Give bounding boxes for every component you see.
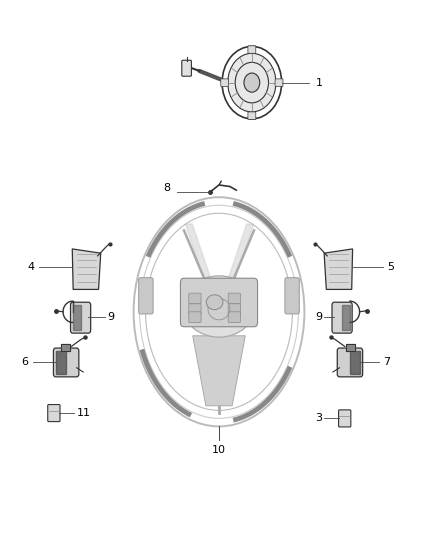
FancyBboxPatch shape bbox=[228, 304, 240, 314]
FancyBboxPatch shape bbox=[189, 312, 201, 322]
Circle shape bbox=[228, 53, 276, 112]
Text: 1: 1 bbox=[315, 78, 322, 87]
Polygon shape bbox=[342, 305, 350, 330]
FancyBboxPatch shape bbox=[48, 405, 60, 422]
FancyBboxPatch shape bbox=[248, 112, 256, 119]
FancyBboxPatch shape bbox=[339, 410, 351, 427]
Circle shape bbox=[244, 73, 260, 92]
FancyBboxPatch shape bbox=[275, 79, 283, 86]
FancyBboxPatch shape bbox=[189, 293, 201, 304]
FancyBboxPatch shape bbox=[53, 348, 79, 377]
FancyBboxPatch shape bbox=[180, 278, 258, 327]
FancyBboxPatch shape bbox=[228, 312, 240, 322]
FancyBboxPatch shape bbox=[228, 293, 240, 304]
Text: 10: 10 bbox=[212, 445, 226, 455]
Polygon shape bbox=[61, 344, 70, 351]
Text: 4: 4 bbox=[28, 262, 35, 271]
Ellipse shape bbox=[206, 295, 223, 310]
Text: 9: 9 bbox=[315, 312, 322, 322]
Polygon shape bbox=[346, 344, 355, 351]
FancyBboxPatch shape bbox=[332, 302, 352, 333]
Polygon shape bbox=[324, 249, 353, 289]
Ellipse shape bbox=[183, 276, 255, 337]
FancyBboxPatch shape bbox=[285, 278, 299, 314]
Text: 9: 9 bbox=[107, 312, 114, 322]
Polygon shape bbox=[56, 351, 66, 374]
FancyBboxPatch shape bbox=[189, 304, 201, 314]
FancyBboxPatch shape bbox=[337, 348, 363, 377]
FancyBboxPatch shape bbox=[182, 60, 191, 76]
FancyBboxPatch shape bbox=[221, 79, 229, 86]
Text: 8: 8 bbox=[164, 183, 171, 192]
Text: 7: 7 bbox=[383, 358, 390, 367]
Text: 11: 11 bbox=[77, 408, 91, 418]
Polygon shape bbox=[73, 305, 81, 330]
FancyBboxPatch shape bbox=[139, 278, 153, 314]
Text: 6: 6 bbox=[21, 358, 28, 367]
Polygon shape bbox=[193, 336, 245, 406]
FancyBboxPatch shape bbox=[71, 302, 91, 333]
FancyBboxPatch shape bbox=[248, 46, 256, 53]
Polygon shape bbox=[350, 351, 360, 374]
Text: 3: 3 bbox=[315, 414, 322, 423]
Text: 5: 5 bbox=[388, 262, 395, 271]
Polygon shape bbox=[72, 249, 101, 289]
